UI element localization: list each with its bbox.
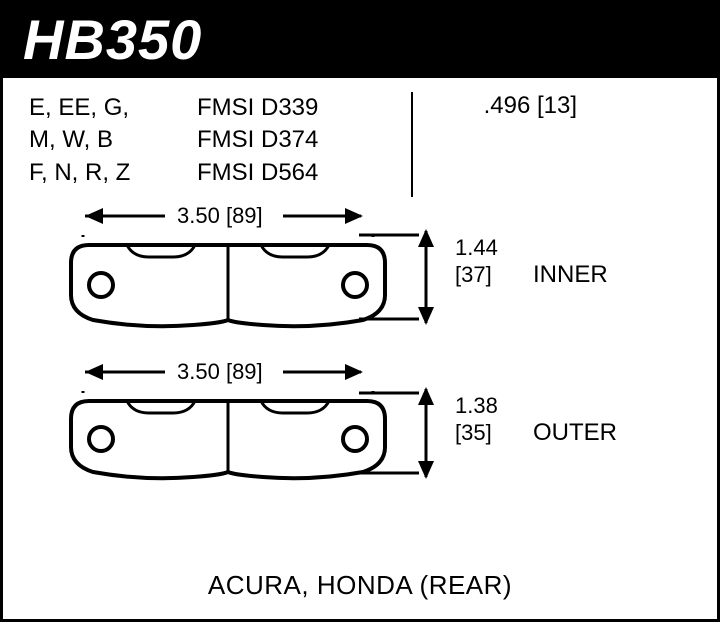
compound-line: E, EE, G, xyxy=(29,92,197,124)
outer-width-in: 3.50 xyxy=(177,359,220,384)
vehicle-application: ACURA, HONDA (REAR) xyxy=(3,570,717,601)
fmsi-line: FMSI D564 xyxy=(197,157,411,189)
compound-line: F, N, R, Z xyxy=(29,157,197,189)
inner-width-in: 3.50 xyxy=(177,203,220,228)
header-bar: HB350 xyxy=(3,0,717,78)
fmsi-codes: FMSI D339 FMSI D374 FMSI D564 xyxy=(197,92,413,197)
fmsi-line: FMSI D339 xyxy=(197,92,411,124)
outer-width-mm: [89] xyxy=(226,359,263,384)
inner-width-dim: 3.50 [89] xyxy=(83,201,363,231)
inner-height-dim xyxy=(411,227,441,327)
outer-height-in: 1.38 xyxy=(455,393,498,419)
ext-lines-icon xyxy=(359,385,419,481)
ext-lines-icon xyxy=(359,227,419,327)
diagram-area: 3.50 [89] xyxy=(3,197,717,577)
inner-width-mm: [89] xyxy=(226,203,263,228)
outer-width-dim: 3.50 [89] xyxy=(83,357,363,387)
outer-label: OUTER xyxy=(533,419,617,447)
outer-height-dim xyxy=(411,385,441,481)
thickness-spec: .496 [13] xyxy=(413,92,697,197)
inner-label: INNER xyxy=(533,261,608,289)
info-row: E, EE, G, M, W, B F, N, R, Z FMSI D339 F… xyxy=(3,78,717,197)
outer-height-mm: [35] xyxy=(455,420,498,446)
compound-line: M, W, B xyxy=(29,124,197,156)
inner-height-text: 1.44 [37] xyxy=(455,235,498,288)
inner-height-in: 1.44 xyxy=(455,235,498,261)
part-number: HB350 xyxy=(23,7,202,72)
outer-pad-drawing xyxy=(63,391,393,492)
arrow-right-icon xyxy=(283,357,373,387)
spec-sheet-frame: HB350 E, EE, G, M, W, B F, N, R, Z FMSI … xyxy=(0,0,720,622)
compound-codes: E, EE, G, M, W, B F, N, R, Z xyxy=(29,92,197,197)
outer-height-text: 1.38 [35] xyxy=(455,393,498,446)
inner-height-mm: [37] xyxy=(455,262,498,288)
inner-pad-drawing xyxy=(63,235,393,340)
fmsi-line: FMSI D374 xyxy=(197,124,411,156)
